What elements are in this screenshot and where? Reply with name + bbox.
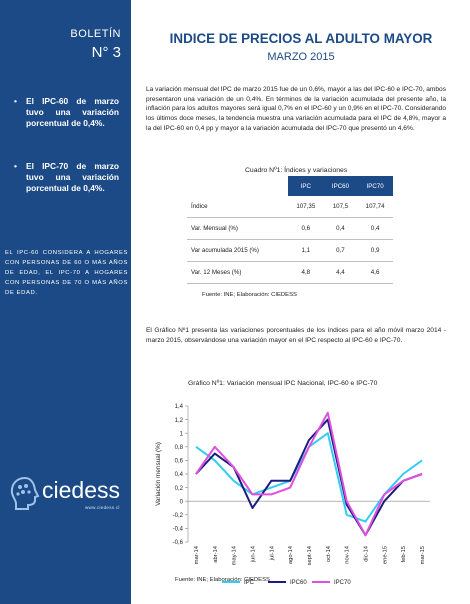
table-cell: 4,6 [357,261,393,284]
table-cell: 0,9 [357,239,393,262]
table-cell: 4,8 [287,261,324,284]
highlight-text: El IPC-60 de marzo tuvo una variación po… [26,96,119,128]
series-line-ipc70 [195,411,423,537]
table-row: Índice 107,35 107,5 107,74 [187,196,393,218]
table-cell: 4,4 [323,261,358,284]
bullet-icon: • [14,161,17,171]
y-tick-label: -0,6 [173,540,184,546]
table-cell: 107,74 [357,196,393,218]
y-tick-label: 0,4 [175,472,184,478]
table-row: Var. 12 Meses (%) 4,8 4,4 4,6 [187,261,393,284]
table-cell: Índice [187,196,288,218]
indices-table: IPC IPC60 IPC70 Índice 107,35 107,5 107,… [187,176,393,284]
x-tick-label: sept-14 [307,545,313,565]
y-tick-label: 1 [180,431,184,437]
legend-label: IPC60 [290,580,307,586]
y-tick-label: -0,4 [173,527,184,533]
page-title: INDICE DE PRECIOS AL ADULTO MAYOR [169,31,433,46]
y-tick-label: 0,8 [175,445,184,451]
ciedess-logo: ciedess www.ciedess.cl [8,475,128,515]
x-tick-label: may-14 [232,545,238,565]
x-tick-label: jun-14 [251,545,257,563]
table-cell: 0,4 [357,217,393,240]
table-cell: 0,4 [323,217,358,240]
line-chart: 1,4 1,2 1 0,8 0,6 0,4 0,2 0 -0,2 -0,4 -0,6 mar-14 ab… [155,404,430,586]
y-tick-label: 0,2 [175,486,184,492]
page-subtitle: MARZO 2015 [267,51,335,63]
table-header-cell [187,176,288,196]
table-header-cell: IPC60 [323,176,358,196]
y-tick-label: 0,6 [175,459,184,465]
logo-wordmark: ciedess [42,477,120,503]
table-cell: 107,5 [323,196,358,218]
x-tick-label: mar-15 [420,546,426,564]
table-cell: 0,6 [287,217,324,240]
table-header-cell: IPC [287,176,324,196]
highlights-list: • El IPC-60 de marzo tuvo una variación p… [14,96,119,226]
y-axis-label: Variación mensual (%) [155,442,162,506]
x-tick-label: mar-14 [194,545,200,564]
x-tick-label: ene-15 [382,546,388,564]
x-tick-label: dic-14 [364,545,370,562]
x-tick-label: abr-14 [213,545,219,563]
y-tick-label: 0 [180,499,184,505]
sidebar: BOLETÍN N° 3 • El IPC-60 de marzo tuvo un… [0,0,131,604]
table-cell: Var. 12 Meses (%) [187,261,288,284]
bulletin-number: N° 3 [91,44,121,61]
table-cell: 0,7 [323,239,358,262]
highlight-item: • El IPC-70 de marzo tuvo una variación p… [14,161,119,194]
chart-intro-paragraph: El Gráfico Nº1 presenta las variaciones … [146,327,446,344]
definition-note: EL IPC-60 CONSIDERA A HOGARES CON PERSON… [5,250,128,296]
legend-label: IPC70 [334,580,351,586]
table-header-cell: IPC70 [357,176,393,196]
y-tick-label: 1,2 [175,418,184,424]
logo-url: www.ciedess.cl [85,505,120,510]
table-cell: Var. Mensual (%) [187,217,288,240]
table-row: Var. Mensual (%) 0,6 0,4 0,4 [187,217,393,240]
intro-paragraph: La variación mensual del IPC de marzo 20… [146,86,446,132]
table-cell: 1,1 [287,239,324,262]
x-tick-label: jul-14 [269,545,275,561]
x-tick-label: feb-15 [401,546,407,562]
y-tick-label: 1,4 [175,404,184,410]
bullet-icon: • [14,96,17,106]
table-caption: Cuadro Nº1: Índices y variaciones [245,167,348,174]
legend-label: IPC [244,580,255,586]
x-tick-label: nov-14 [345,545,351,564]
bulletin-label: BOLETÍN [70,28,121,40]
highlight-text: El IPC-70 de marzo tuvo una variación po… [26,161,119,193]
table-row: Var acumulada 2015 (%) 1,1 0,7 0,9 [187,239,393,262]
table-cell: Var acumulada 2015 (%) [187,239,288,262]
chart-title: Gráfico Nº1: Variación mensual IPC Nacio… [188,380,378,387]
highlight-item: • El IPC-60 de marzo tuvo una variación p… [14,96,119,129]
logo-head-icon [10,476,40,510]
x-tick-label: ago-14 [288,545,294,564]
y-tick-label: -0,2 [173,513,184,519]
table-source: Fuente: INE; Elaboración: CIEDESS [202,292,297,298]
x-tick-label: oct-14 [326,545,332,562]
table-cell: 107,35 [287,196,324,218]
table-header-row: IPC IPC60 IPC70 [187,176,393,196]
chart-source: Fuente: INE; Elaboración: CIEDESS [175,577,270,583]
